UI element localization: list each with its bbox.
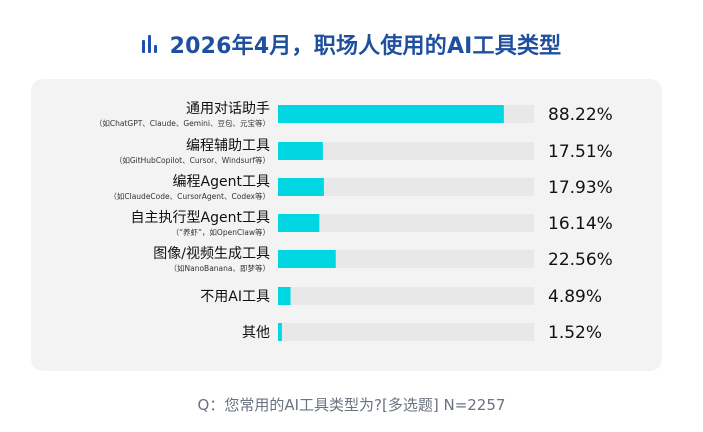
bar-1 [278, 105, 504, 123]
value-label: 17.51% [548, 142, 613, 162]
value-label: 1.52% [548, 323, 602, 343]
bar-3 [278, 178, 324, 196]
category-label: 编程Agent工具 [173, 174, 270, 190]
value-label: 88.22% [548, 105, 613, 125]
category-sublabel: （如ClaudeCode、CursorAgent、Codex等） [109, 191, 270, 201]
category-label: 自主执行型Agent工具 [131, 210, 270, 226]
bar-7 [278, 323, 282, 341]
category-label: 编程辅助工具 [186, 138, 270, 154]
bar-4 [278, 214, 320, 232]
value-label: 4.89% [548, 287, 602, 307]
category-label: 其他 [242, 325, 270, 341]
bar-track [278, 142, 534, 160]
bar-chart-icon-bar-3 [153, 45, 157, 53]
value-label: 22.56% [548, 250, 613, 270]
category-sublabel: （如GitHubCopilot、Cursor、Windsurf等） [115, 155, 270, 165]
bar-track [278, 287, 534, 305]
category-sublabel: （如NanoBanana、即梦等） [170, 263, 271, 273]
chart-title-row: 2026年4月，职场人使用的AI工具类型 [0, 24, 703, 64]
value-label: 17.93% [548, 178, 613, 198]
bar-track [278, 178, 534, 196]
category-label: 不用AI工具 [200, 289, 270, 305]
bar-track [278, 250, 534, 268]
category-label: 通用对话助手 [186, 101, 270, 117]
category-sublabel: （“养虾”，如OpenClaw等） [172, 227, 270, 237]
bar-chart-icon [141, 35, 160, 53]
survey-question: Q：您常用的AI工具类型为?[多选题] N=2257 [197, 396, 506, 414]
category-label: 图像/视频生成工具 [153, 246, 270, 262]
chart-title: 2026年4月，职场人使用的AI工具类型 [169, 34, 562, 59]
bar-track [278, 214, 534, 232]
bar-track [278, 323, 534, 341]
bar-chart-icon-bar-1 [141, 40, 145, 53]
bar-2 [278, 142, 323, 160]
category-sublabel: （如ChatGPT、Claude、Gemini、豆包、元宝等） [95, 118, 270, 128]
bar-6 [278, 287, 291, 305]
bar-5 [278, 250, 336, 268]
bar-chart-icon-bar-2 [147, 35, 151, 53]
value-label: 16.14% [548, 214, 613, 234]
